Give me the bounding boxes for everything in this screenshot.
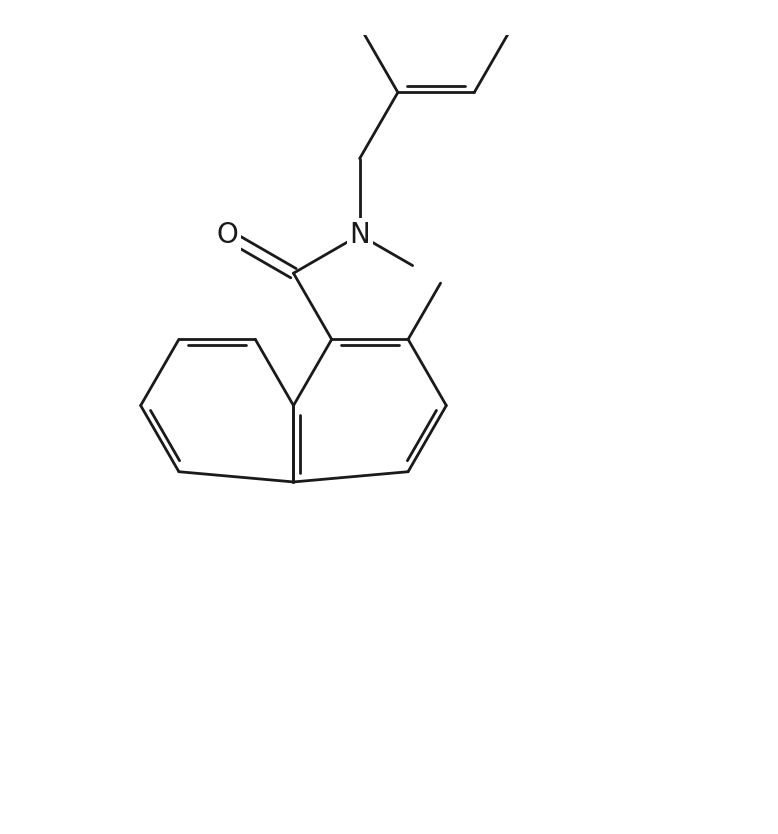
Text: O: O — [216, 221, 238, 249]
Text: N: N — [349, 221, 370, 249]
